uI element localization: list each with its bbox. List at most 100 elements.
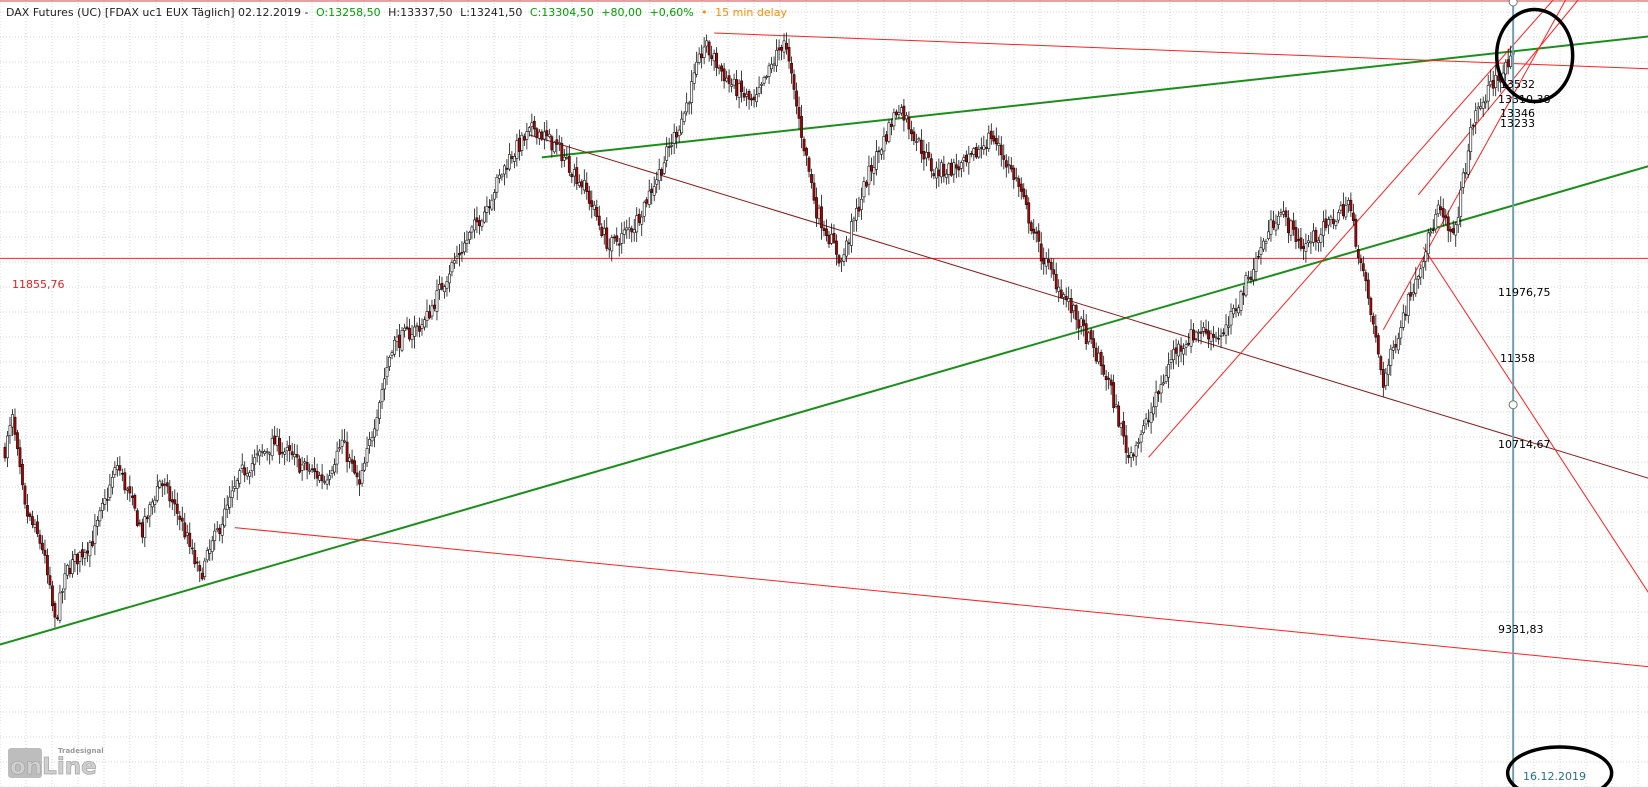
candle-body xyxy=(1242,293,1245,296)
candle-body xyxy=(1207,330,1210,340)
candle-body xyxy=(515,140,519,159)
candle-body xyxy=(355,472,359,478)
candle-body xyxy=(1424,251,1428,262)
candle-body xyxy=(760,83,763,86)
candle-body xyxy=(130,495,134,498)
candle-body xyxy=(395,336,399,342)
candle-body xyxy=(947,163,951,175)
candle-body xyxy=(615,235,619,242)
candle-body xyxy=(263,451,267,454)
candle-body xyxy=(36,521,39,535)
candle-body xyxy=(800,116,803,138)
candle-body xyxy=(1012,167,1016,180)
candle-body xyxy=(600,226,604,237)
candle-body xyxy=(725,77,729,82)
candle-body xyxy=(1214,336,1218,339)
trend-lines xyxy=(0,0,1648,668)
candle-body xyxy=(1204,328,1208,334)
candle-body xyxy=(66,565,69,576)
candle-body xyxy=(1182,348,1185,355)
candle-body xyxy=(388,357,391,367)
candle-body xyxy=(637,213,641,223)
candle-body xyxy=(1097,352,1101,363)
candle-body xyxy=(283,451,287,455)
candle-body xyxy=(1371,315,1375,325)
candle-body xyxy=(408,327,411,340)
candle-body xyxy=(812,182,816,201)
candle-body xyxy=(193,550,197,565)
candle-body xyxy=(1212,333,1215,338)
candle-body xyxy=(525,131,529,140)
candle-body xyxy=(994,138,998,145)
candle-body xyxy=(972,148,976,155)
candle-body xyxy=(1374,325,1378,338)
candle-body xyxy=(1391,346,1395,351)
candle-body xyxy=(737,83,741,98)
candle-body xyxy=(1254,258,1258,272)
candle-body xyxy=(1471,124,1475,127)
candle-body xyxy=(200,572,204,580)
candle-body xyxy=(1109,379,1113,386)
candle-body xyxy=(717,67,721,69)
candle-body xyxy=(1067,298,1071,302)
candle-body xyxy=(483,211,486,223)
candle-body xyxy=(535,128,539,138)
candle-body xyxy=(835,240,838,255)
candle-body xyxy=(962,157,966,161)
open-value: O:13258,50 xyxy=(316,6,381,19)
highlight-ellipse-top xyxy=(1494,7,1575,104)
candle-body xyxy=(710,55,714,59)
candle-body xyxy=(1436,204,1440,215)
low-value: L:13241,50 xyxy=(460,6,522,19)
bullet-separator: • xyxy=(701,6,708,19)
candle-body xyxy=(213,530,217,541)
green-upper-trend-line xyxy=(541,35,1648,159)
candle-body xyxy=(1421,261,1425,268)
candle-body xyxy=(400,330,404,351)
candle-body xyxy=(1062,294,1066,298)
candle-body xyxy=(954,164,958,169)
candle-body xyxy=(378,402,381,419)
candle-body xyxy=(750,98,753,101)
candle-body xyxy=(73,554,77,562)
candle-body xyxy=(1317,240,1320,243)
candle-body xyxy=(855,208,858,221)
candle-body xyxy=(1364,272,1368,282)
candle-body xyxy=(1114,404,1118,407)
candle-body xyxy=(1459,189,1463,217)
candle-body xyxy=(745,93,748,97)
candle-body xyxy=(1496,75,1500,81)
candle-body xyxy=(485,206,489,213)
candle-body xyxy=(1379,356,1383,371)
candle-body xyxy=(343,440,346,443)
candle-body xyxy=(665,146,669,161)
candle-body xyxy=(380,389,384,403)
candle-body xyxy=(1134,445,1138,457)
candle-body xyxy=(1162,382,1165,385)
candle-body xyxy=(642,201,646,217)
level-label-10714: 10714,67 xyxy=(1498,438,1551,451)
candle-body xyxy=(1474,110,1478,123)
candle-body xyxy=(1244,275,1248,296)
date-marker[interactable] xyxy=(1508,0,1518,787)
candle-body xyxy=(1059,289,1063,298)
candle-body xyxy=(845,240,848,257)
candle-body xyxy=(735,79,739,97)
instrument-title: DAX Futures (UC) [FDAX uc1 EUX Täglich] … xyxy=(6,6,308,19)
candle-body xyxy=(265,451,269,453)
candle-body xyxy=(460,251,464,254)
candle-body xyxy=(602,228,606,235)
candle-body xyxy=(1294,227,1298,242)
candle-body xyxy=(827,234,831,245)
dark-red-down-trend-line xyxy=(529,134,1648,479)
candle-body xyxy=(1019,183,1023,192)
candle-body xyxy=(468,232,471,240)
candle-body xyxy=(405,326,409,330)
candle-body xyxy=(475,217,479,223)
candle-body xyxy=(1329,216,1333,220)
candle-body xyxy=(345,441,349,462)
candle-body xyxy=(1456,217,1460,226)
candle-body xyxy=(550,136,554,151)
candle-body xyxy=(33,524,37,528)
